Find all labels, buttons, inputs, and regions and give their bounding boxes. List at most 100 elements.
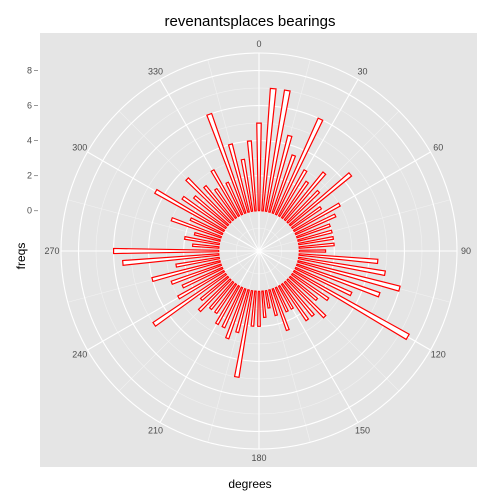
bar	[271, 154, 297, 215]
y-axis-label: freqs	[14, 242, 28, 270]
bar	[292, 202, 342, 233]
bar	[183, 235, 221, 246]
minor-spoke	[118, 250, 260, 392]
bar	[264, 89, 291, 213]
bar	[151, 260, 221, 283]
bar	[170, 216, 223, 239]
bar	[170, 263, 223, 286]
radius-tick-label: 8	[27, 66, 32, 76]
bar	[274, 286, 289, 313]
bar	[191, 243, 220, 249]
bar	[189, 217, 224, 236]
angle-tick-label: 240	[72, 350, 87, 360]
angle-tick-label: 0	[256, 39, 261, 49]
bar	[221, 286, 244, 329]
bar	[271, 287, 290, 332]
bar	[268, 134, 293, 213]
angle-tick-label: 210	[148, 425, 163, 435]
grid-spoke	[258, 151, 431, 252]
bar-layer	[112, 87, 411, 379]
bar	[153, 188, 226, 233]
label-layer: 0 30 60 90 120 150 180 210 240 270 300 330 0 2 4 6 8	[27, 39, 471, 463]
bar	[224, 287, 247, 340]
bar	[193, 231, 221, 242]
grid-spoke	[258, 79, 359, 252]
bar	[297, 256, 387, 277]
grid-spoke	[159, 250, 260, 423]
bar	[264, 289, 271, 309]
minor-spoke	[258, 250, 400, 392]
bar	[294, 213, 337, 236]
bar	[277, 168, 308, 218]
bar	[280, 282, 310, 322]
bar	[298, 253, 379, 265]
radius-tick-label: 0	[27, 206, 32, 216]
radius-tick-label: 2	[27, 171, 32, 181]
bar	[199, 275, 230, 302]
bar	[112, 247, 220, 255]
bar	[257, 290, 261, 327]
bar	[176, 269, 226, 300]
bar	[298, 242, 335, 249]
bar	[261, 290, 267, 319]
bar	[283, 171, 327, 222]
chart-title: revenantsplaces bearings	[164, 13, 336, 30]
minor-spoke	[258, 110, 400, 252]
bar	[297, 235, 335, 246]
minor-spoke	[258, 250, 311, 443]
bar	[233, 289, 254, 379]
bar	[181, 195, 228, 230]
angle-tick-label: 330	[148, 67, 163, 77]
bar	[208, 280, 235, 311]
bar	[268, 289, 279, 317]
bar	[283, 280, 316, 318]
minor-spoke	[207, 250, 260, 443]
bar	[295, 223, 332, 239]
bar	[206, 112, 247, 215]
bar	[227, 143, 250, 213]
bar	[246, 140, 257, 212]
bar	[250, 290, 257, 327]
x-axis-label: degrees	[228, 477, 272, 491]
bar	[286, 278, 327, 319]
grid-spoke	[159, 79, 260, 252]
angle-tick-label: 120	[431, 350, 446, 360]
radius-tick-label: 6	[27, 101, 32, 111]
bar	[202, 184, 235, 222]
angle-tick-label: 60	[433, 143, 443, 153]
angle-tick-label: 300	[72, 143, 87, 153]
minor-spoke	[258, 199, 451, 252]
bar	[290, 272, 330, 302]
bar	[175, 256, 221, 268]
minor-spoke	[67, 199, 260, 252]
angle-tick-label: 180	[251, 453, 266, 463]
bar	[214, 284, 241, 326]
bar	[286, 189, 321, 224]
bar	[298, 249, 327, 253]
bar	[235, 289, 250, 334]
bar	[240, 158, 254, 213]
bar	[297, 260, 401, 292]
grid-spoke	[87, 250, 260, 351]
bar	[152, 272, 228, 328]
angle-tick-label: 30	[357, 67, 367, 77]
bar	[290, 205, 323, 230]
bar	[122, 253, 220, 266]
bar	[288, 275, 319, 302]
bar	[213, 282, 238, 315]
bar	[292, 269, 411, 341]
bar	[213, 187, 238, 220]
bar	[192, 194, 230, 227]
bar	[181, 266, 224, 289]
angle-tick-label: 90	[461, 246, 471, 256]
grid-spoke	[258, 250, 359, 423]
bar	[274, 117, 324, 216]
bar	[295, 263, 381, 298]
angle-tick-label: 270	[44, 246, 59, 256]
radius-tick-label: 4	[27, 136, 32, 146]
bar	[256, 122, 262, 212]
bar	[294, 266, 353, 297]
bar	[197, 278, 232, 313]
bar	[277, 284, 295, 311]
